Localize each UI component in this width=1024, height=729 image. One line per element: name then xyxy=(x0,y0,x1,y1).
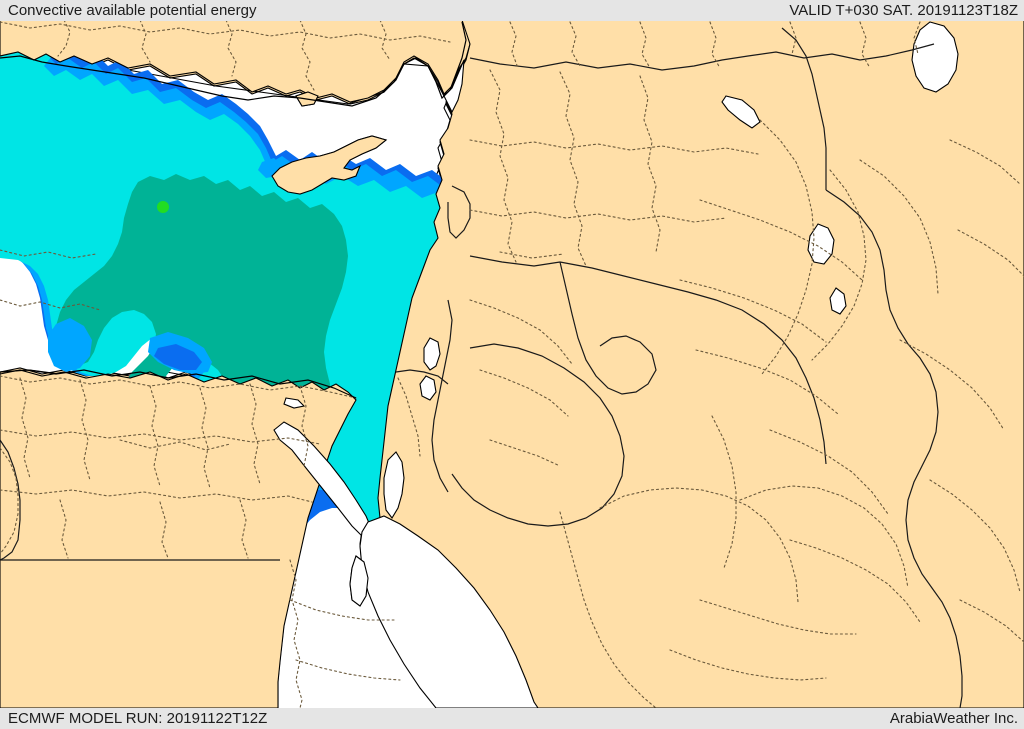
water-nasser-2 xyxy=(349,555,369,607)
border-israel-jordan xyxy=(431,299,453,493)
water-tiberias-2 xyxy=(423,337,441,371)
valid-time-label: VALID T+030 SAT. 20191123T18Z xyxy=(789,2,1018,19)
footer-bar xyxy=(0,708,1024,729)
border-lebanon xyxy=(447,185,471,239)
cape-level-very-high xyxy=(157,201,169,213)
water-deadsea-2 xyxy=(419,375,437,401)
water-tharthar-2 xyxy=(807,223,835,265)
cape-patch-coast-egypt-2 xyxy=(154,344,202,370)
cape-patch-south-west xyxy=(48,318,92,372)
border-jordan-saudi xyxy=(451,343,625,527)
credit-label: ArabiaWeather Inc. xyxy=(889,710,1018,727)
header-bar xyxy=(0,0,1024,21)
border-iraq-iran xyxy=(825,189,963,709)
water-gulf-aqaba-2 xyxy=(383,451,405,519)
border-turkey-iraq xyxy=(781,27,827,190)
border-syria-iraq xyxy=(559,261,827,465)
water-qarun-2 xyxy=(283,397,306,409)
landmasses-overlay xyxy=(0,19,1024,709)
land-cyprus-overlay xyxy=(271,135,388,195)
country-borders xyxy=(0,27,963,709)
border-jordan-iraq-saudi xyxy=(559,261,657,395)
border-syria-jordan xyxy=(469,255,561,267)
border-egypt-libya xyxy=(0,439,21,561)
water-bay-iskenderun xyxy=(443,59,465,114)
coastline-emphasis xyxy=(0,21,467,399)
water-assad-2 xyxy=(721,95,761,129)
border-turkey-syria xyxy=(469,43,935,71)
water-razzaza-2 xyxy=(829,287,847,315)
water-lakes-2 xyxy=(911,21,959,93)
model-run-label: ECMWF MODEL RUN: 20191122T12Z xyxy=(8,710,268,727)
border-egypt-israel xyxy=(395,369,449,385)
land-africa-block xyxy=(0,369,357,709)
seas-overlay xyxy=(273,21,959,709)
admin-borders xyxy=(0,19,1024,709)
page-title: Convective available potential energy xyxy=(8,2,257,19)
